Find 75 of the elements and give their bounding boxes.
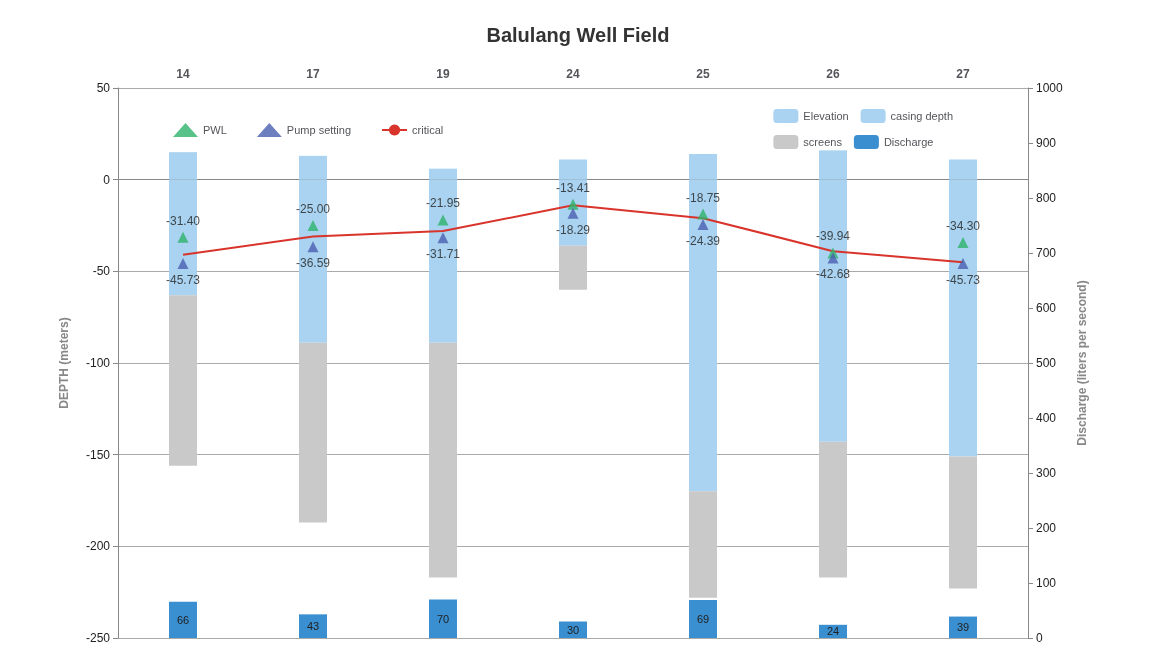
- point: [437, 214, 449, 226]
- chart-title: Balulang Well Field: [486, 24, 670, 46]
- bar: [819, 441, 847, 578]
- y2-tick-label: 300: [1036, 466, 1057, 480]
- y2-tick-label: 1000: [1036, 81, 1064, 95]
- legend-label: critical: [412, 124, 444, 136]
- data-label: -45.73: [945, 273, 981, 288]
- y2-axis-title: Discharge (liters per second): [1075, 280, 1089, 446]
- data-label: -34.30: [945, 219, 981, 234]
- y-tick-label: -200: [85, 539, 111, 554]
- bar: [949, 456, 977, 589]
- point: [307, 220, 319, 231]
- x-tick-label: 17: [306, 67, 320, 81]
- data-label: -36.59: [295, 256, 331, 271]
- y-tick-label: 50: [96, 81, 111, 95]
- data-label: -45.73: [165, 273, 201, 288]
- x-tick-label: 24: [566, 67, 580, 81]
- x-tick-label: 14: [176, 67, 190, 81]
- y2-tick-label: 400: [1036, 411, 1057, 425]
- point: [567, 207, 579, 219]
- data-label: -18.29: [555, 222, 591, 237]
- bar: [169, 295, 197, 466]
- point: [957, 237, 969, 249]
- data-label: 39: [956, 621, 970, 634]
- x-tick-label: 19: [436, 67, 450, 81]
- y2-tick-label: 900: [1036, 136, 1057, 150]
- data-label: 70: [436, 612, 450, 625]
- y2-tick-label: 100: [1036, 576, 1057, 590]
- data-label: -18.75: [685, 190, 721, 205]
- x-tick-label: 25: [696, 67, 710, 81]
- legend-label: Discharge: [883, 136, 934, 148]
- point: [567, 198, 579, 210]
- y2-tick-label: 500: [1036, 356, 1057, 370]
- bar: [299, 342, 327, 523]
- point: [307, 241, 319, 253]
- y2-tick-label: 700: [1036, 246, 1057, 260]
- data-label: 43: [306, 620, 320, 633]
- legend-label: Pump setting: [286, 124, 352, 136]
- y-tick-label: -100: [85, 356, 111, 370]
- point: [957, 258, 969, 270]
- data-label: 30: [566, 623, 580, 636]
- data-label: -31.71: [425, 247, 461, 262]
- data-label: -39.94: [815, 229, 851, 244]
- data-label: 66: [176, 613, 190, 626]
- legend-label: screens: [803, 136, 843, 148]
- data-label: -42.68: [815, 267, 851, 282]
- y2-tick-label: 0: [1036, 631, 1043, 645]
- y-tick-label: -150: [85, 447, 111, 462]
- y-tick-label: -50: [92, 264, 111, 279]
- point: [697, 208, 709, 220]
- data-label: -21.95: [425, 196, 461, 211]
- data-label: -24.39: [685, 233, 721, 248]
- legend-label: PWL: [203, 124, 227, 136]
- data-label: 69: [696, 613, 710, 626]
- data-label: -13.41: [555, 180, 591, 195]
- legend-label: Elevation: [803, 110, 849, 122]
- y-axis-title: DEPTH (meters): [57, 317, 71, 409]
- data-label: -31.40: [165, 213, 201, 228]
- data-label: 24: [826, 625, 840, 638]
- x-tick-label: 27: [956, 67, 970, 81]
- x-tick-label: 26: [826, 67, 840, 81]
- legend-label: casing depth: [890, 110, 954, 122]
- point: [697, 218, 709, 230]
- bar: [429, 342, 457, 578]
- point: [437, 232, 449, 244]
- y-tick-label: -250: [85, 631, 111, 645]
- point: [177, 258, 189, 270]
- y2-tick-label: 800: [1036, 191, 1057, 205]
- data-label: -25.00: [295, 202, 331, 216]
- point: [177, 231, 189, 243]
- y-tick-label: 0: [103, 172, 111, 187]
- y2-tick-label: 200: [1036, 521, 1057, 535]
- bar: [559, 245, 587, 290]
- y2-tick-label: 600: [1036, 301, 1057, 315]
- point: [827, 252, 839, 264]
